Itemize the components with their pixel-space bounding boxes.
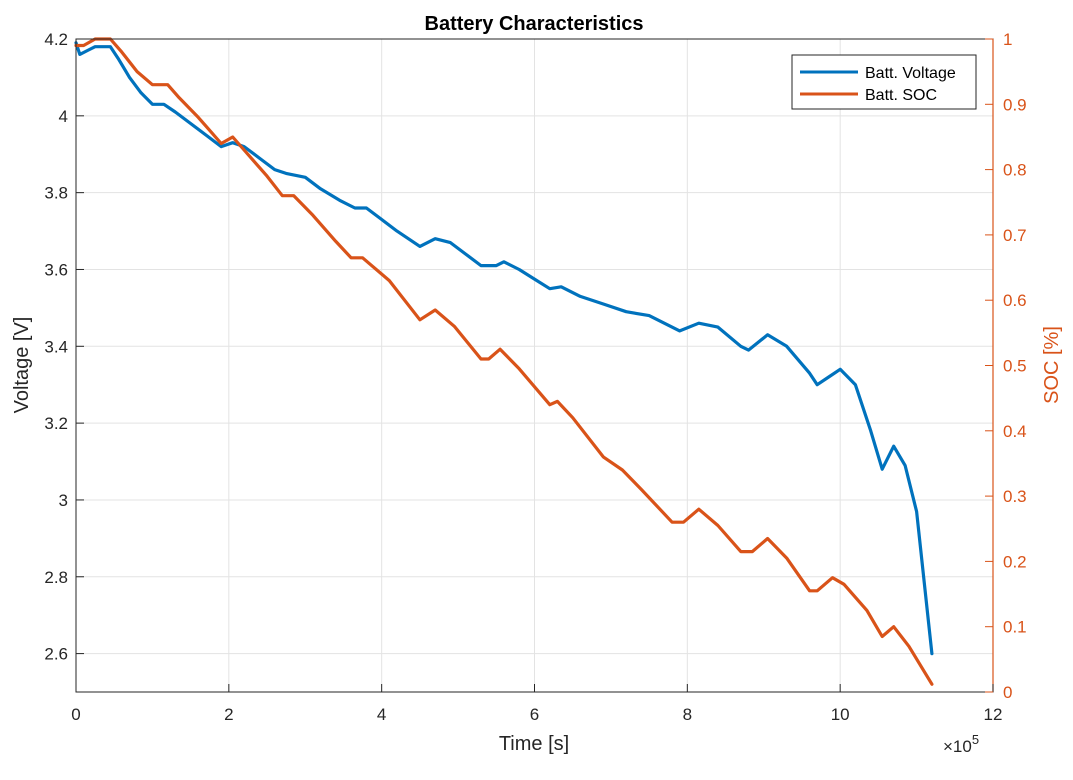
legend-label-soc: Batt. SOC bbox=[865, 87, 937, 104]
y-left-tick-label: 3.8 bbox=[44, 184, 68, 203]
y-right-tick-label: 0.8 bbox=[1003, 161, 1027, 180]
y-left-tick-label: 3.4 bbox=[44, 337, 68, 356]
x-axis-label: Time [s] bbox=[499, 733, 569, 755]
y-left-tick-label: 2.8 bbox=[44, 568, 68, 587]
y-right-tick-label: 0.7 bbox=[1003, 226, 1027, 245]
x-tick-label: 8 bbox=[683, 705, 692, 724]
y-right-tick-label: 0.9 bbox=[1003, 95, 1027, 114]
y-left-tick-label: 2.6 bbox=[44, 645, 68, 664]
y-right-tick-label: 0.5 bbox=[1003, 357, 1027, 376]
x-tick-label: 0 bbox=[71, 705, 80, 724]
legend-label-voltage: Batt. Voltage bbox=[865, 65, 956, 82]
x-tick-label: 2 bbox=[224, 705, 233, 724]
y-left-tick-label: 4 bbox=[59, 107, 68, 126]
x-tick-label: 12 bbox=[984, 705, 1003, 724]
y-left-axis-label: Voltage [V] bbox=[11, 317, 33, 414]
y-left-tick-label: 3.2 bbox=[44, 414, 68, 433]
y-right-axis-ticks: 0 0.1 0.2 0.3 0.4 0.5 0.6 0.7 0.8 0.9 1 bbox=[985, 30, 1027, 702]
y-right-axis-label: SOC [%] bbox=[1041, 326, 1063, 404]
x-axis-ticks: 0 2 4 6 8 10 12 bbox=[71, 684, 1002, 724]
series-line-soc bbox=[74, 37, 934, 686]
legend-box bbox=[791, 54, 977, 110]
x-exponent-label: ×105 bbox=[943, 732, 979, 756]
y-right-tick-label: 0.2 bbox=[1003, 552, 1027, 571]
y-right-tick-label: 0.6 bbox=[1003, 291, 1027, 310]
y-left-tick-label: 3 bbox=[59, 491, 68, 510]
y-right-tick-label: 0.3 bbox=[1003, 487, 1027, 506]
y-right-tick-label: 0.4 bbox=[1003, 422, 1027, 441]
legend: Batt. Voltage Batt. SOC bbox=[791, 54, 977, 110]
y-right-tick-label: 1 bbox=[1003, 30, 1012, 49]
x-tick-label: 10 bbox=[831, 705, 850, 724]
x-tick-label: 6 bbox=[530, 705, 539, 724]
chart-title: Battery Characteristics bbox=[425, 13, 644, 35]
series-layer bbox=[74, 37, 934, 686]
y-left-axis-ticks: 2.6 2.8 3 3.2 3.4 3.6 3.8 4 4.2 bbox=[44, 30, 84, 664]
y-left-tick-label: 3.6 bbox=[44, 260, 68, 279]
x-tick-label: 4 bbox=[377, 705, 386, 724]
y-right-tick-label: 0 bbox=[1003, 683, 1012, 702]
y-left-tick-label: 4.2 bbox=[44, 30, 68, 49]
series-line-voltage bbox=[74, 41, 934, 656]
y-right-tick-label: 0.1 bbox=[1003, 618, 1027, 637]
